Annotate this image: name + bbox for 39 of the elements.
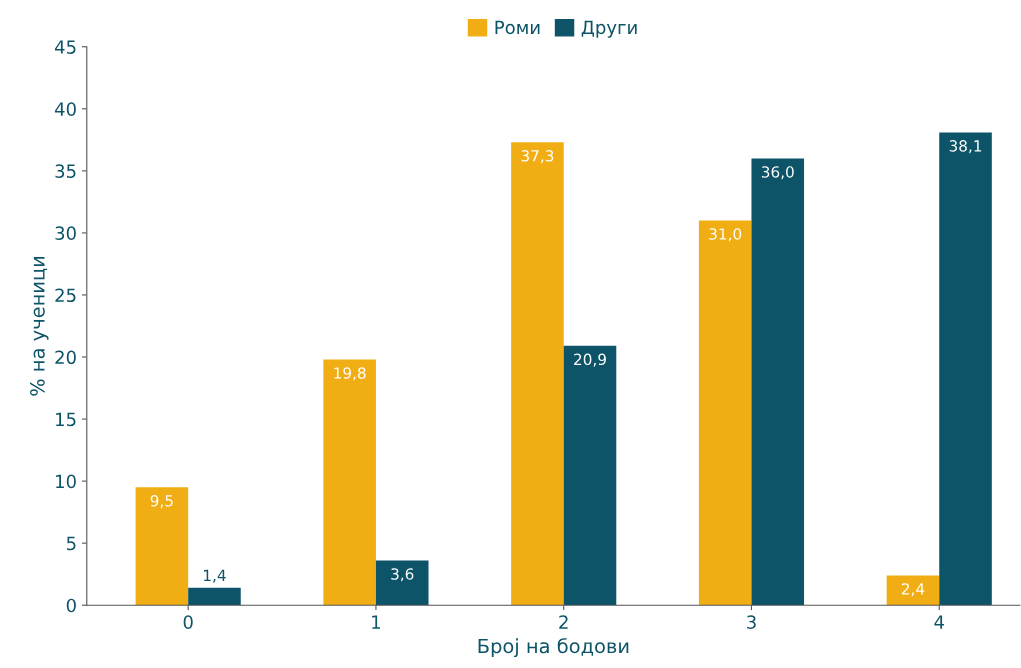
y-tick-label: 45 [54, 40, 76, 54]
y-axis-title: % на ученици [30, 256, 49, 396]
data-label: 3,6 [391, 568, 414, 582]
x-axis-title: Број на бодови [478, 637, 629, 658]
data-label: 9,5 [150, 495, 173, 509]
y-tick-label: 25 [55, 288, 76, 303]
bar [135, 487, 189, 606]
bar [939, 132, 992, 606]
y-tick-label: 15 [56, 412, 76, 427]
data-label: 37,3 [521, 150, 554, 164]
legend-label: Роми [495, 20, 540, 35]
y-tick-label: 30 [55, 226, 76, 241]
bar [511, 142, 564, 606]
data-label: 2,4 [901, 583, 925, 597]
bar [375, 560, 429, 606]
x-tick-label: 3 [747, 615, 756, 629]
bar [886, 575, 940, 606]
data-label: 31,0 [709, 228, 742, 242]
data-label: 38,1 [949, 140, 982, 154]
bar [323, 359, 376, 606]
bar [751, 158, 805, 606]
bar [188, 587, 241, 606]
y-tick-label: 40 [54, 102, 76, 116]
x-tick-label: 0 [183, 615, 193, 629]
x-tick-label: 1 [372, 615, 381, 629]
y-tick-label: 10 [56, 474, 76, 489]
bar [563, 345, 617, 606]
data-label: 1,4 [204, 569, 226, 583]
data-label: 36,0 [761, 166, 794, 180]
data-label: 19,8 [334, 367, 366, 381]
legend-label: Други [581, 20, 637, 38]
x-tick-label: 2 [559, 615, 568, 629]
y-tick-label: 35 [55, 164, 76, 178]
bar [698, 220, 752, 606]
y-tick-label: 5 [66, 536, 76, 551]
x-tick-label: 4 [934, 615, 944, 629]
y-tick-label: 0 [66, 598, 76, 613]
y-tick-label: 20 [55, 350, 76, 365]
data-label: 20,9 [574, 353, 606, 367]
